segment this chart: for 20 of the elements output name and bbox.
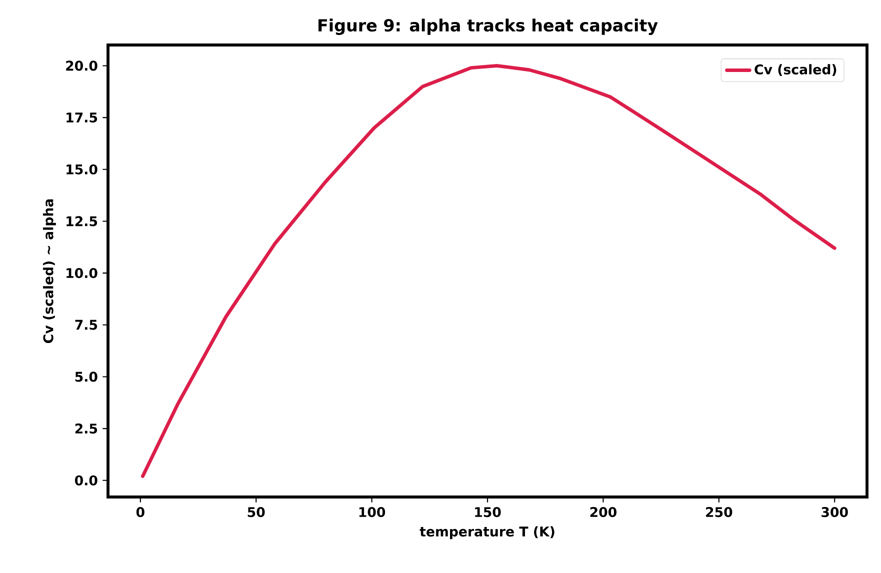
legend-label: Cv (scaled) [754,64,836,76]
x-tick-label: 100 [359,507,386,518]
x-tick-label: 300 [822,507,848,518]
x-tick-label: 250 [706,507,732,518]
y-tick-label: 12.5 [66,216,98,226]
y-tick-label: 0.0 [74,475,98,486]
y-tick-label: 7.5 [75,320,98,330]
y-tick-label: 2.5 [75,424,98,434]
y-tick-label: 5.0 [75,372,98,382]
x-axis-title: temperature T (K) [420,526,554,540]
y-tick-label: 17.5 [66,112,98,123]
x-tick-label: 150 [475,507,501,518]
y-tick-label: 20.0 [66,60,98,71]
y-tick-label: 15.0 [66,164,98,174]
x-tick-label: 50 [248,507,265,518]
x-tick-label: 0 [136,507,144,518]
chart-title: Figure 9: alpha tracks heat capacity [318,18,658,35]
y-axis-title: Cv (scaled) ~ alpha [42,199,56,343]
y-tick-label: 10.0 [66,268,98,278]
x-tick-label: 200 [590,507,616,518]
